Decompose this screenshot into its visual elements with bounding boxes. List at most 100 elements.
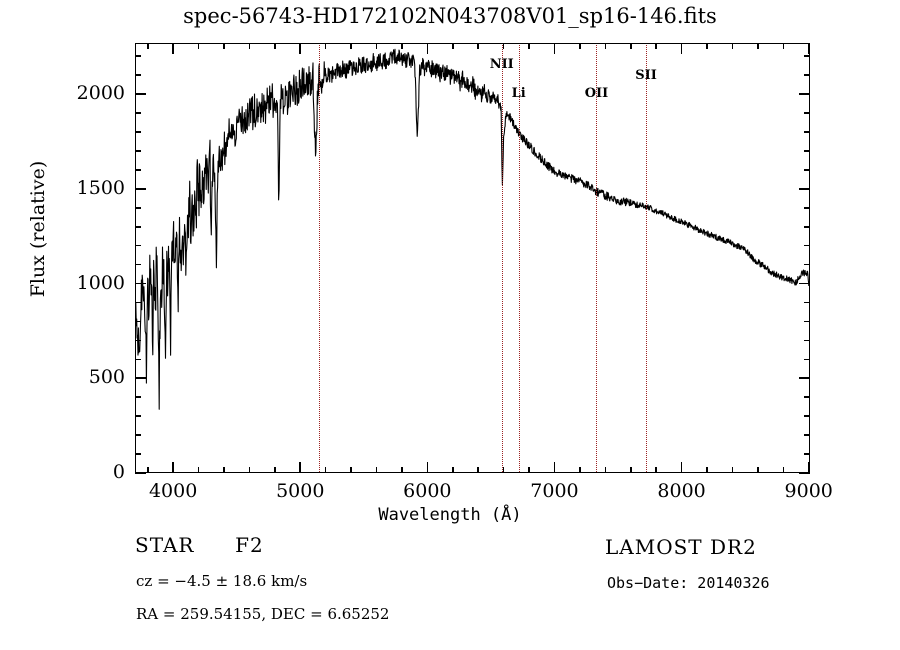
x-tick-minor — [451, 467, 454, 473]
x-tick-minor — [274, 43, 276, 49]
y-tick-label: 1000 — [76, 271, 125, 294]
y-tick-minor — [804, 131, 810, 133]
x-tick-minor — [706, 43, 708, 49]
y-tick-label: 0 — [112, 461, 125, 483]
x-tick-major — [807, 43, 810, 54]
x-tick-minor — [375, 467, 378, 473]
marker-line — [319, 45, 321, 472]
x-tick-minor — [757, 467, 759, 473]
y-tick-minor — [804, 320, 810, 323]
x-tick-minor — [375, 43, 378, 49]
y-tick-major — [135, 377, 146, 380]
x-tick-major — [680, 43, 683, 54]
y-tick-minor — [135, 415, 141, 417]
y-tick-label: 1500 — [76, 176, 125, 199]
x-tick-minor — [655, 467, 657, 473]
y-tick-major — [135, 93, 146, 95]
x-tick-label: 7000 — [530, 480, 579, 502]
x-tick-major — [807, 462, 810, 473]
x-tick-major — [172, 43, 174, 54]
x-tick-minor — [782, 467, 785, 473]
page-title: spec-56743-HD172102N043708V01_sp16-146.f… — [183, 4, 717, 28]
coordinates: RA = 259.54155, DEC = 6.65252 — [136, 605, 390, 623]
x-tick-minor — [451, 43, 454, 49]
y-tick-minor — [804, 301, 810, 304]
marker-line-sii — [646, 45, 648, 472]
x-tick-major — [299, 462, 302, 473]
x-tick-minor — [731, 467, 734, 473]
x-tick-minor — [350, 43, 352, 49]
y-tick-minor — [804, 415, 810, 417]
y-tick-minor — [804, 150, 810, 152]
y-tick-minor — [804, 339, 810, 342]
y-tick-minor — [135, 263, 141, 266]
y-tick-major — [799, 472, 810, 474]
y-tick-minor — [135, 74, 141, 76]
x-tick-minor — [146, 43, 149, 49]
y-tick-minor — [135, 112, 141, 114]
radial-velocity: cz = −4.5 ± 18.6 km/s — [136, 572, 308, 590]
x-tick-label: 6000 — [403, 480, 452, 502]
x-tick-minor — [146, 467, 149, 473]
y-tick-minor — [135, 55, 141, 58]
x-tick-minor — [528, 467, 530, 473]
x-tick-minor — [401, 43, 403, 49]
x-tick-major — [299, 43, 302, 54]
x-tick-minor — [223, 43, 225, 49]
x-tick-minor — [324, 467, 327, 473]
marker-label-sii: SII — [635, 68, 657, 83]
y-tick-minor — [135, 453, 141, 455]
x-tick-minor — [248, 467, 251, 473]
y-tick-major — [135, 188, 146, 190]
x-tick-minor — [604, 467, 607, 473]
x-tick-minor — [502, 43, 505, 49]
x-tick-major — [680, 462, 683, 473]
x-tick-minor — [274, 467, 276, 473]
x-tick-minor — [401, 467, 403, 473]
object-type-label: STAR F2 — [135, 533, 264, 557]
y-tick-minor — [804, 244, 810, 247]
x-tick-minor — [223, 467, 225, 473]
survey-name: LAMOST DR2 — [605, 535, 757, 559]
y-tick-minor — [135, 301, 141, 304]
y-tick-minor — [135, 169, 141, 171]
x-tick-major — [426, 43, 429, 54]
x-tick-major — [172, 462, 174, 473]
x-tick-major — [553, 43, 556, 54]
y-axis-title: Flux (relative) — [27, 160, 49, 298]
x-tick-minor — [706, 467, 708, 473]
x-tick-minor — [248, 43, 251, 49]
y-tick-major — [135, 472, 146, 474]
y-tick-minor — [804, 453, 810, 455]
observation-date: Obs−Date: 20140326 — [607, 574, 770, 592]
x-tick-minor — [629, 43, 632, 49]
x-tick-label: 4000 — [148, 480, 198, 502]
x-tick-minor — [604, 43, 607, 49]
object-type: STAR — [135, 533, 195, 557]
y-tick-minor — [804, 396, 810, 399]
y-tick-minor — [804, 55, 810, 58]
y-tick-minor — [135, 207, 141, 209]
y-tick-minor — [135, 150, 141, 152]
x-tick-minor — [528, 43, 530, 49]
marker-label-oii: OII — [584, 86, 609, 101]
plot-drawing-area — [135, 43, 810, 473]
y-tick-minor — [135, 396, 141, 399]
y-tick-major — [135, 282, 146, 285]
x-tick-minor — [629, 467, 632, 473]
y-tick-minor — [135, 225, 141, 228]
x-tick-label: 8000 — [657, 480, 706, 502]
marker-line-oii — [596, 45, 598, 472]
x-axis-title: Wavelength (Å) — [378, 505, 522, 525]
marker-label-nii: NII — [489, 57, 514, 72]
y-tick-minor — [135, 320, 141, 323]
y-tick-major — [799, 282, 810, 285]
x-tick-label: 5000 — [276, 480, 325, 502]
x-tick-minor — [579, 467, 581, 473]
x-tick-minor — [782, 43, 785, 49]
x-tick-minor — [350, 467, 352, 473]
spectrum-trace — [135, 48, 810, 410]
x-tick-minor — [197, 467, 200, 473]
marker-line-li — [518, 45, 520, 472]
